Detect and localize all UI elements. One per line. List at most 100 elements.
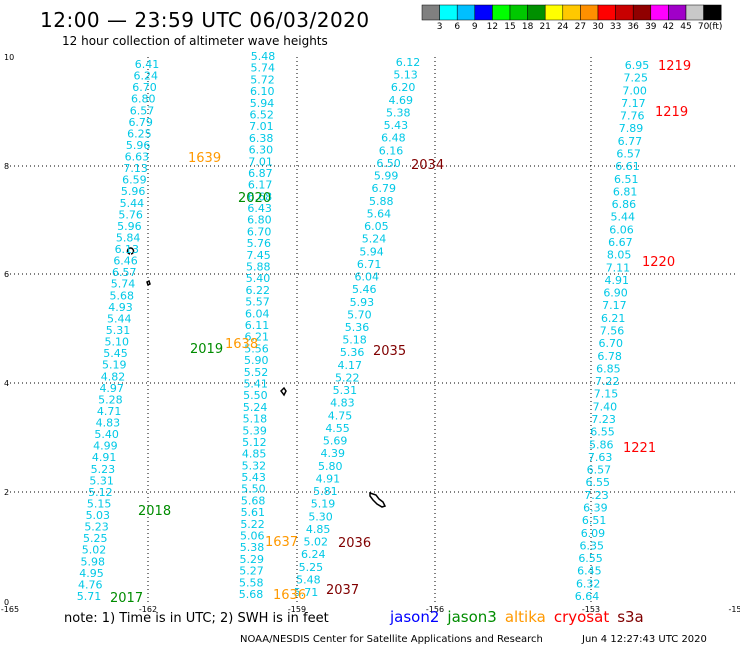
track-a-value: 5.03 [86,509,111,522]
track-b-value: 5.27 [239,565,264,578]
track-b-value: 5.68 [239,588,264,601]
track-d-value: 7.25 [624,72,649,85]
track-d-value: 6.64 [575,590,600,603]
track-c-value: 5.36 [345,321,370,334]
track-a-value: 5.74 [111,278,136,291]
track-c-value: 5.25 [299,561,324,574]
track-d-value: 6.51 [614,173,639,186]
track-c-value: 4.91 [316,472,341,485]
track-b-value: 5.90 [244,354,269,367]
track-d-value: 7.23 [591,413,616,426]
colorbar-label: 42 [662,22,675,32]
track-d-value: 6.55 [585,476,610,489]
track-b-value: 5.50 [243,389,268,402]
colorbar-label: 33 [609,22,622,32]
track-d-value: 4.91 [605,274,630,287]
page-title: 12:00 — 23:59 UTC 06/03/2020 [40,8,370,32]
colorbar-label: 24 [557,22,569,32]
track-a-value: 5.45 [103,347,128,360]
track-a-value: 4.99 [93,440,118,453]
legend-item-altika: altika [504,608,546,626]
track-a-value: 6.63 [125,151,150,164]
x-tick-label: -153 [582,605,600,614]
track-d-value: 7.17 [602,299,627,312]
track-d-value: 7.76 [620,110,645,123]
track-d-value: 6.35 [580,539,605,552]
colorbar-label: 27 [574,22,587,32]
track-c-value: 5.99 [374,170,399,183]
y-tick-label: 10 [4,53,14,62]
footer-timestamp: Jun 4 12:27:43 UTC 2020 [582,634,707,645]
track-d-value: 6.57 [616,148,641,161]
track-d-value: 6.67 [608,236,633,249]
track-b-value: 6.68 [248,190,273,203]
colorbar-swatch [703,4,722,21]
colorbar-label: 36 [627,22,639,32]
track-a-value: 4.82 [101,370,126,383]
legend-item-s3a: s3a [617,608,644,626]
track-b-value: 5.40 [246,272,271,285]
track-b-value: 7.45 [246,249,271,262]
track-c-value: 5.36 [340,346,365,359]
track-c-value: 5.19 [311,498,336,511]
track-d-value: 6.77 [618,135,643,148]
track-b-value: 5.58 [239,576,264,589]
track-a-value: 5.44 [107,312,132,325]
track-c-value: 5.69 [323,435,348,448]
track-b-value: 5.48 [251,50,276,63]
track-b-value: 6.38 [249,132,274,145]
pass-time-label: 2019 [190,342,223,357]
track-c-value: 6.16 [379,144,404,157]
pass-time-label: 2034 [411,158,444,173]
legend-item-cryosat: cryosat [553,608,610,626]
track-d-value: 6.95 [625,59,650,72]
track-b-value: 4.85 [242,448,267,461]
pass-time-label: 1219 [655,105,688,120]
track-b-value: 5.57 [245,296,270,309]
track-d-value: 8.05 [607,249,632,262]
pass-time-label: 2020 [238,191,271,206]
footer-credit: NOAA/NESDIS Center for Satellite Applica… [240,634,543,645]
track-a-value: 6.24 [133,70,158,83]
track-c-value: 5.48 [296,573,321,586]
track-c-value: 6.12 [396,56,421,69]
pass-time-label: 1637 [265,535,298,550]
track-a-value: 5.96 [117,220,142,233]
y-tick-label: 6 [4,270,9,279]
track-a-value: 6.57 [130,104,155,117]
island-outline [126,247,135,255]
page-subtitle: 12 hour collection of altimeter wave hei… [62,34,328,48]
track-b-value: 6.21 [244,331,269,344]
track-c-value: 5.38 [386,106,411,119]
track-b-value: 6.87 [248,167,273,180]
pass-time-label: 2036 [338,536,371,551]
track-b-value: 6.52 [249,108,274,121]
track-b-value: 6.11 [245,319,270,332]
track-a-value: 5.12 [88,486,113,499]
island-outline [280,386,287,397]
track-d-value: 6.86 [612,198,637,211]
track-b-value: 5.39 [242,424,267,437]
track-b-value: 6.10 [250,85,275,98]
track-c-value: 5.13 [393,69,418,82]
track-c-value: 4.83 [330,397,355,410]
track-d-value: 6.55 [578,552,603,565]
island-outline [146,279,151,287]
track-a-value: 4.93 [108,301,133,314]
pass-time-label: 1638 [225,337,258,352]
track-a-value: 4.97 [99,382,124,395]
track-d-value: 6.70 [599,337,624,350]
track-b-value: 5.12 [242,436,267,449]
track-b-value: 6.70 [247,225,272,238]
pass-time-label: 1639 [188,151,221,166]
track-d-value: 7.89 [619,122,644,135]
x-tick-label: -159 [288,605,306,614]
track-d-value: 7.00 [622,84,647,97]
y-tick-label: 0 [4,598,9,607]
track-b-value: 6.80 [247,214,272,227]
track-b-value: 6.17 [248,179,273,192]
track-b-value: 6.22 [246,284,271,297]
y-tick-label: 4 [4,379,9,388]
pass-time-label: 1221 [623,441,656,456]
track-d-value: 6.90 [603,287,628,300]
